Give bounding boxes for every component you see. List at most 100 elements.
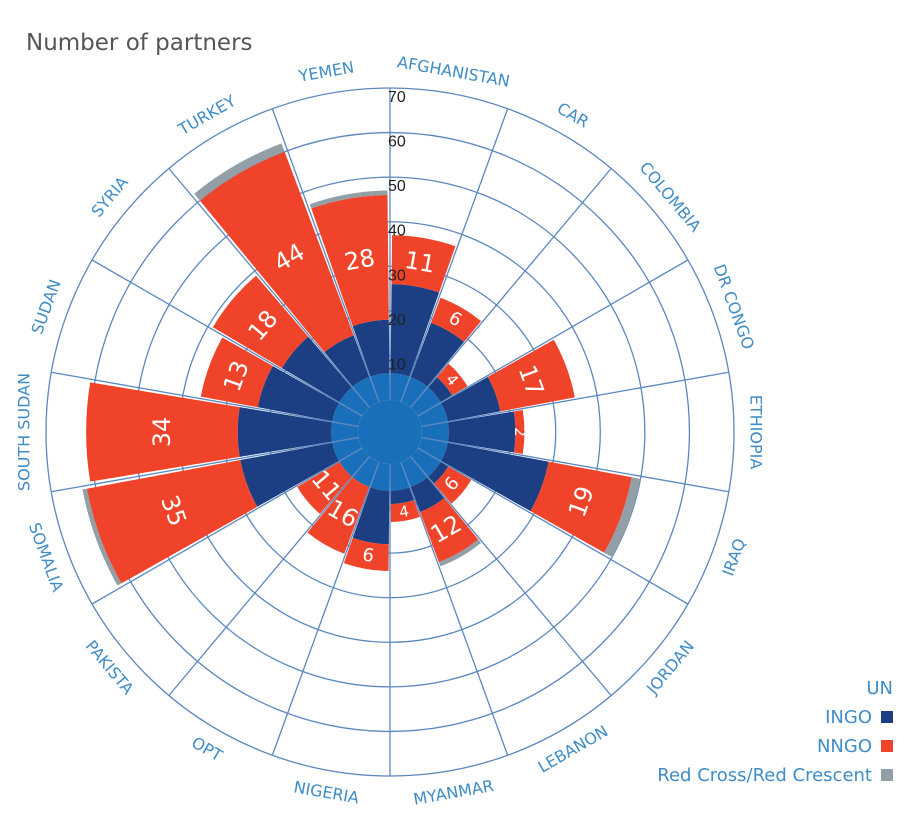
- bar-un-opt: [352, 456, 379, 487]
- legend-item-un: UN: [657, 674, 893, 703]
- bar-nngo-opt: [307, 477, 370, 554]
- category-label-iraq: IRAQ: [718, 536, 749, 579]
- legend-label-red-cross: Red Cross/Red Crescent: [657, 765, 872, 786]
- bar-un-myanmar: [390, 462, 410, 491]
- bar-ingo-south-sudan: [237, 407, 333, 457]
- bar-ingo-myanmar: [390, 487, 414, 505]
- legend-label-ingo: INGO: [825, 707, 872, 728]
- bar-ingo-turkey: [324, 335, 370, 387]
- bar-un-ethiopia: [421, 422, 449, 442]
- legend-item-nngo: NNGO: [657, 732, 893, 761]
- bar-un-syria: [339, 387, 370, 416]
- bar-ingo-car: [410, 322, 465, 387]
- bar-nngo-nigeria: [343, 537, 389, 571]
- bar-ingo-afghanistan: [390, 284, 440, 377]
- category-label-colombia: COLOMBIA: [636, 158, 705, 235]
- spoke-line: [421, 436, 729, 493]
- bar-nngo-myanmar: [390, 500, 420, 522]
- radial-tick-label: 10: [388, 356, 406, 373]
- legend-swatch-red-cross: [881, 769, 893, 781]
- bar-ingo-colombia: [428, 377, 453, 403]
- legend-label-un: UN: [866, 678, 893, 699]
- spoke-line: [51, 436, 359, 493]
- spoke-line: [400, 461, 509, 756]
- nngo-value-myanmar: 4: [398, 502, 411, 521]
- spoke-line: [421, 371, 729, 428]
- bar-un-sudan: [332, 403, 363, 427]
- bar-ingo-ethiopia: [447, 411, 516, 453]
- category-label-south-sudan: SOUTH SUDAN: [15, 373, 34, 491]
- bar-red-cross-red-crescent-yemen: [309, 190, 388, 209]
- legend-swatch-ingo: [881, 711, 893, 723]
- spoke-line: [91, 259, 363, 417]
- bar-un-jordan: [410, 448, 441, 477]
- category-label-turkey: TURKEY: [174, 91, 239, 140]
- bar-nngo-afghanistan: [391, 235, 456, 293]
- category-label-sudan: SUDAN: [27, 277, 64, 337]
- bar-nngo-colombia: [436, 363, 468, 396]
- bar-nngo-car: [431, 297, 482, 342]
- bar-un-nigeria: [370, 462, 390, 491]
- category-label-opt: OPT: [188, 733, 225, 766]
- spoke-line: [51, 371, 359, 428]
- bar-un-dr-congo: [417, 403, 448, 427]
- category-label-dr-congo: DR CONGO: [710, 262, 758, 352]
- chart-title: Number of partners: [26, 30, 253, 56]
- legend-label-nngo: NNGO: [816, 736, 872, 757]
- bar-un-lebanon: [401, 456, 428, 487]
- spoke-line: [168, 456, 370, 696]
- category-label-lebanon: LEBANON: [535, 721, 612, 776]
- radial-tick-label: 50: [388, 178, 406, 195]
- spoke-line: [400, 108, 509, 403]
- nngo-value-south-sudan: 34: [148, 417, 176, 448]
- spoke-line: [91, 447, 363, 605]
- legend-swatch-nngo: [881, 740, 893, 752]
- bar-ingo-somalia: [240, 442, 339, 507]
- bar-un-colombia: [410, 387, 441, 416]
- bar-ingo-lebanon: [410, 477, 445, 513]
- spoke-line: [410, 456, 612, 696]
- bar-nngo-yemen: [311, 194, 389, 327]
- bar-nngo-south-sudan: [86, 382, 240, 482]
- bar-nngo-lebanon: [420, 498, 479, 563]
- bar-nngo-syria: [212, 275, 309, 369]
- bar-red-cross-red-crescent-iraq: [604, 477, 641, 558]
- bar-nngo-dr-congo: [487, 339, 575, 412]
- spoke-line: [410, 168, 612, 408]
- radial-tick-label: 70: [388, 89, 406, 106]
- nngo-value-nigeria: 6: [361, 544, 376, 567]
- bar-ingo-jordan: [428, 461, 449, 484]
- bar-ingo-nigeria: [352, 487, 390, 545]
- bar-nngo-turkey: [199, 151, 354, 353]
- spoke-line: [271, 108, 380, 403]
- legend-item-red-cross: Red Cross/Red Crescent: [657, 761, 893, 790]
- bar-red-cross-red-crescent-somalia: [82, 488, 122, 586]
- spoke-line: [271, 461, 380, 756]
- category-label-car: CAR: [554, 98, 592, 131]
- category-label-afghanistan: AFGHANISTAN: [396, 52, 511, 90]
- bar-un-car: [401, 377, 428, 408]
- spoke-line: [417, 447, 689, 605]
- radial-tick-label: 30: [388, 267, 406, 284]
- legend-item-ingo: INGO: [657, 703, 893, 732]
- bar-nngo-iraq: [530, 461, 632, 553]
- legend: UN INGO NNGO Red Cross/Red Crescent: [657, 674, 893, 790]
- bar-nngo-ethiopia: [513, 410, 525, 454]
- category-label-syria: SYRIA: [87, 173, 132, 221]
- bar-ingo-sudan: [257, 365, 339, 422]
- bar-nngo-sudan: [200, 337, 273, 408]
- center-disc: [358, 400, 422, 464]
- radial-tick-label: 20: [388, 312, 406, 329]
- spoke-line: [168, 168, 370, 408]
- bar-nngo-pakista: [297, 461, 352, 514]
- category-label-nigeria: NIGERIA: [292, 777, 360, 807]
- category-label-myanmar: MYANMAR: [412, 776, 495, 809]
- nngo-value-afghanistan: 11: [402, 246, 437, 279]
- bar-un-iraq: [417, 437, 448, 461]
- bar-un-afghanistan: [390, 373, 410, 402]
- bar-nngo-jordan: [434, 466, 472, 504]
- bar-ingo-yemen: [352, 319, 390, 377]
- bar-red-cross-red-crescent-turkey: [194, 143, 285, 201]
- bar-nngo-somalia: [86, 460, 258, 584]
- spoke-line: [417, 259, 689, 417]
